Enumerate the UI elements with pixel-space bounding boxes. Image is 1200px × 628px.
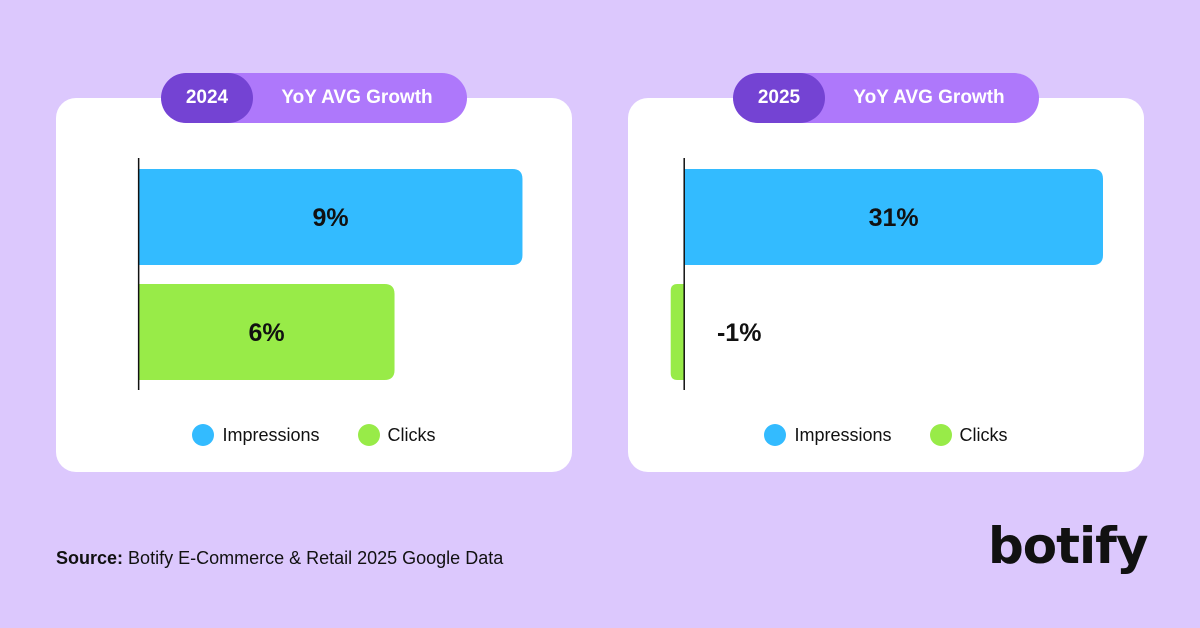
legend-dot-impressions bbox=[764, 424, 787, 446]
bar-impressions bbox=[138, 169, 523, 265]
chart-card-2025: 31% -1% 2025 YoY AVG Growth Impressions C… bbox=[628, 73, 1144, 472]
legend-item-impressions: Impressions bbox=[192, 424, 320, 446]
legend-2024: Impressions Clicks bbox=[56, 424, 572, 446]
legend-dot-clicks bbox=[929, 424, 952, 446]
pill-title: YoY AVG Growth bbox=[853, 87, 1005, 108]
data-label-impressions: 31% bbox=[869, 204, 919, 232]
chart-2024: 9% 6% bbox=[137, 158, 523, 390]
legend-dot-clicks bbox=[357, 424, 380, 446]
legend-label-impressions: Impressions bbox=[222, 424, 320, 445]
source-text: Botify E-Commerce & Retail 2025 Google D… bbox=[128, 548, 504, 568]
title-pill-2025: 2025 YoY AVG Growth bbox=[733, 73, 1039, 123]
title-pill-2024: 2024 YoY AVG Growth bbox=[161, 73, 467, 123]
legend-item-clicks: Clicks bbox=[929, 424, 1008, 446]
data-label-clicks: 6% bbox=[249, 319, 285, 347]
legend-label-clicks: Clicks bbox=[959, 424, 1008, 445]
pill-title: YoY AVG Growth bbox=[281, 87, 433, 108]
year-badge: 2025 bbox=[733, 73, 825, 123]
legend-dot-impressions bbox=[192, 424, 215, 446]
botify-logo: botify bbox=[988, 517, 1148, 575]
chart-card-2024: 9% 6% 2024 YoY AVG Growth Impressions Cli… bbox=[56, 73, 572, 472]
data-label-clicks: -1% bbox=[717, 319, 761, 347]
logo-text: botify bbox=[988, 517, 1148, 575]
data-label-impressions: 9% bbox=[312, 204, 348, 232]
bar-clicks bbox=[670, 284, 685, 380]
source-note: Source: Botify E-Commerce & Retail 2025 … bbox=[56, 548, 503, 569]
legend-label-impressions: Impressions bbox=[794, 424, 892, 445]
bar-clicks bbox=[138, 284, 395, 380]
bar-impressions bbox=[684, 169, 1103, 265]
legend-item-clicks: Clicks bbox=[357, 424, 436, 446]
legend-item-impressions: Impressions bbox=[764, 424, 892, 446]
source-label: Source: bbox=[56, 548, 124, 568]
legend-label-clicks: Clicks bbox=[387, 424, 436, 445]
chart-2025: 31% -1% bbox=[670, 158, 1103, 390]
legend-2025: Impressions Clicks bbox=[628, 424, 1144, 446]
year-badge: 2024 bbox=[161, 73, 253, 123]
